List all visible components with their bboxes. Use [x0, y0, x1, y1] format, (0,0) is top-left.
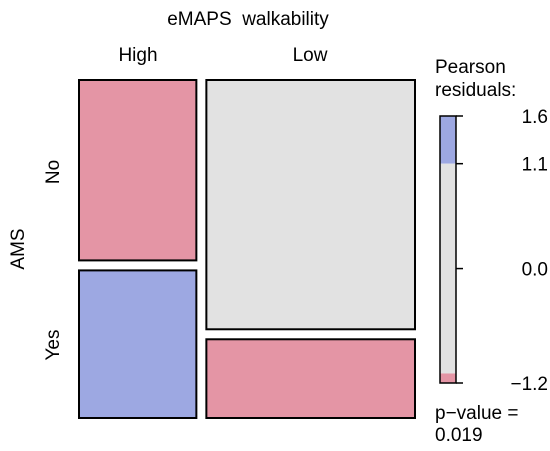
legend-band-2	[440, 373, 456, 383]
legend-title-line-1: Pearson	[435, 57, 506, 78]
tile-low-no	[205, 79, 416, 331]
legend-tick-label: 1.6	[522, 107, 548, 128]
legend-bar-frame	[439, 115, 457, 384]
y-category-label-yes: Yes	[43, 330, 64, 361]
legend-tick-label: −1.2	[510, 374, 548, 395]
tile-high-no	[78, 79, 198, 262]
tile-low-yes	[205, 338, 416, 419]
p-value-label: p−value =	[435, 403, 518, 424]
x-variable-label: eMAPS walkability	[167, 9, 329, 30]
legend-tick-label: 0.0	[522, 260, 548, 281]
tile-high-yes	[78, 269, 198, 419]
legend-band-0	[440, 116, 456, 164]
mosaic-tiles	[78, 79, 416, 419]
legend-band-1	[440, 163, 456, 374]
y-variable-label: AMS	[8, 228, 29, 269]
p-value: 0.019	[435, 425, 483, 446]
y-category-label-no: No	[43, 160, 64, 184]
x-category-label-low: Low	[293, 45, 328, 66]
x-category-label-high: High	[118, 45, 157, 66]
legend-tick-label: 1.1	[522, 155, 548, 176]
legend-title-line-2: residuals:	[435, 80, 516, 101]
residual-legend: 1.6 1.1 0.0 −1.2	[439, 107, 548, 395]
